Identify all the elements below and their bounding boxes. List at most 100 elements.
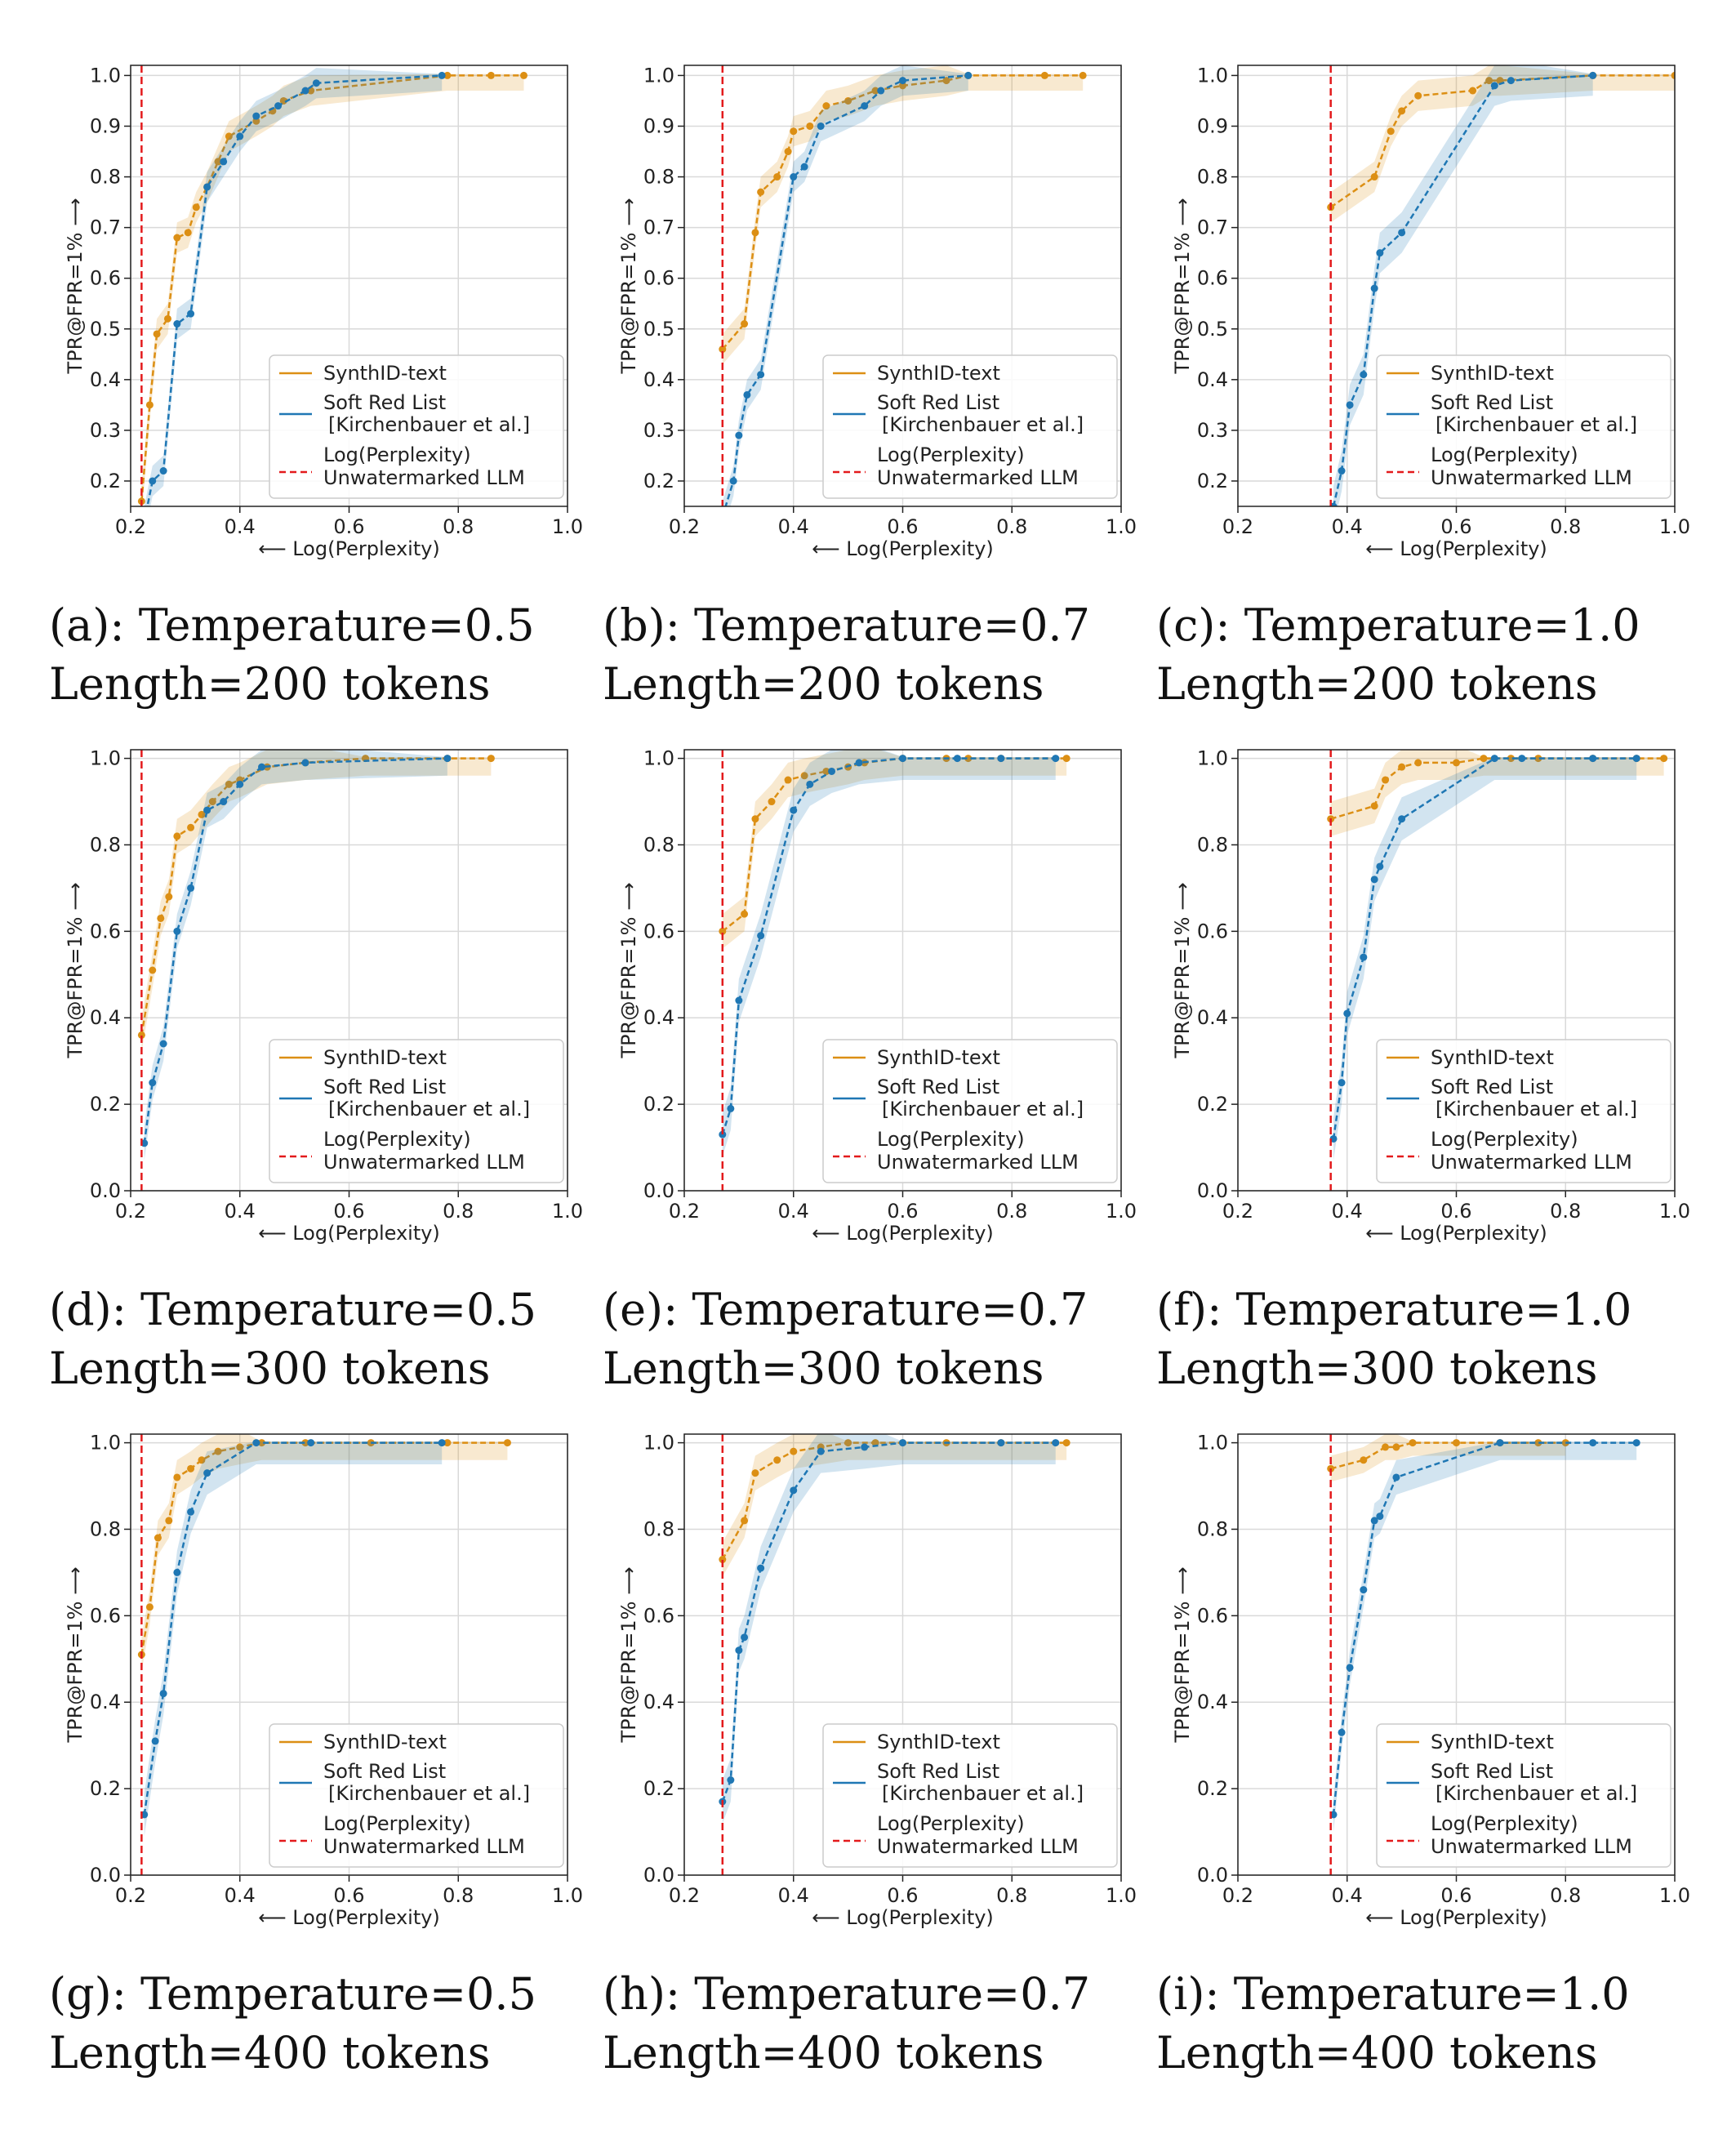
data-point <box>1398 763 1406 771</box>
legend-box <box>1376 1723 1671 1868</box>
data-point <box>1370 173 1378 181</box>
legend-label-softred-1: Soft Red List <box>877 391 999 414</box>
x-tick-label: 0.2 <box>1222 1884 1253 1907</box>
data-point <box>443 71 452 79</box>
data-point <box>149 1079 157 1087</box>
x-tick-label: 0.2 <box>1222 1200 1253 1223</box>
axes-frame <box>683 65 1122 507</box>
y-tick-label: 0.2 <box>90 1777 121 1800</box>
legend-label-baseline-1: Log(Perplexity) <box>877 443 1025 466</box>
y-tick-label: 1.0 <box>1197 747 1228 770</box>
data-point <box>719 927 727 935</box>
data-point <box>1490 82 1498 90</box>
y-tick-label: 0.8 <box>643 166 674 189</box>
data-point <box>184 229 192 237</box>
data-point <box>800 163 808 171</box>
data-point <box>198 1456 206 1464</box>
data-point <box>806 780 814 788</box>
confidence-band-0 <box>1330 1434 1566 1482</box>
data-point <box>154 1534 162 1542</box>
x-tick-label: 0.8 <box>996 515 1027 538</box>
x-tick-label: 0.6 <box>1440 1884 1471 1907</box>
data-point <box>735 1646 743 1655</box>
x-axis-label: ⟵ Log(Perplexity) <box>1365 1222 1547 1245</box>
data-point <box>751 229 759 237</box>
x-tick-label: 0.6 <box>333 515 364 538</box>
data-point <box>828 767 836 775</box>
data-point <box>719 1556 727 1564</box>
data-point <box>1398 107 1406 115</box>
caption-line-1: Length=200 tokens <box>603 658 1044 710</box>
y-tick-label: 0.8 <box>1197 1517 1228 1540</box>
legend-label-baseline-1: Log(Perplexity) <box>877 1812 1025 1835</box>
data-point <box>719 345 727 354</box>
legend-label-softred-1: Soft Red List <box>323 1076 446 1098</box>
x-tick-label: 1.0 <box>552 1884 583 1907</box>
y-tick-label: 1.0 <box>643 747 674 770</box>
data-point <box>1507 77 1515 85</box>
y-tick-label: 1.0 <box>90 1432 121 1455</box>
data-point <box>773 173 781 181</box>
data-point <box>1370 802 1378 810</box>
y-axis-label: TPR@FPR=1% ⟶ <box>64 1567 87 1744</box>
data-point <box>997 755 1005 763</box>
legend-label-softred-1: Soft Red List <box>323 1760 446 1783</box>
data-point <box>800 772 808 780</box>
y-tick-label: 0.6 <box>1197 267 1228 290</box>
series-line-0 <box>721 74 1084 350</box>
plot-area <box>1327 65 1675 506</box>
panel-caption: (g): Temperature=0.5 Length=400 tokens <box>49 1965 536 2083</box>
x-tick-label: 0.2 <box>669 1200 700 1223</box>
y-tick-label: 1.0 <box>90 64 121 87</box>
data-point <box>149 966 157 974</box>
caption-line-0: (a): Temperature=0.5 <box>49 599 535 651</box>
data-point <box>719 1130 727 1138</box>
data-point <box>1632 1439 1640 1447</box>
data-point <box>145 1603 154 1611</box>
data-point <box>301 1439 309 1447</box>
legend-label-softred-2: [Kirchenbauer et al.] <box>882 413 1084 436</box>
x-tick-label: 0.4 <box>1332 1884 1363 1907</box>
x-tick-label: 0.4 <box>225 1884 256 1907</box>
data-point <box>1346 1664 1354 1672</box>
series-line-1 <box>721 757 1056 1135</box>
data-point <box>187 1508 195 1516</box>
legend: SynthID-text Soft Red List[Kirchenbauer e… <box>269 1039 564 1183</box>
y-tick-label: 1.0 <box>90 747 121 770</box>
data-point <box>443 755 452 763</box>
y-tick-label: 0.5 <box>90 318 121 341</box>
caption-line-0: (c): Temperature=1.0 <box>1156 599 1640 651</box>
x-tick-label: 0.6 <box>333 1884 364 1907</box>
data-point <box>757 1564 765 1572</box>
series-line-1 <box>143 757 447 1143</box>
legend-label-synthid: SynthID-text <box>877 1046 1000 1069</box>
y-tick-label: 0.5 <box>643 318 674 341</box>
x-tick-label: 0.4 <box>778 515 809 538</box>
data-point <box>173 320 181 328</box>
y-tick-label: 0.6 <box>1197 1604 1228 1627</box>
chart-svg: 0.2 0.4 0.6 0.8 1.00.00.20.40.60.81.0⟵ Log(P… <box>617 1432 1137 1929</box>
data-point <box>1469 87 1477 95</box>
y-tick-label: 0.6 <box>643 1604 674 1627</box>
panel-caption: (i): Temperature=1.0 Length=400 tokens <box>1156 1965 1630 2083</box>
x-tick-label: 0.8 <box>1550 1884 1581 1907</box>
y-tick-label: 0.6 <box>643 920 674 942</box>
caption-line-1: Length=300 tokens <box>49 1343 491 1394</box>
data-point <box>877 87 885 95</box>
data-point <box>964 71 973 79</box>
plot-area <box>1327 750 1668 1161</box>
plot-area <box>137 68 527 506</box>
data-point <box>871 1439 879 1447</box>
y-tick-label: 0.4 <box>643 368 674 391</box>
data-point <box>899 82 906 90</box>
y-tick-label: 0.2 <box>1197 1093 1228 1116</box>
chart-svg: 0.2 0.4 0.6 0.8 1.00.00.20.40.60.81.0⟵ Log(P… <box>64 747 583 1245</box>
legend-label-baseline-2: Unwatermarked LLM <box>323 466 525 489</box>
legend-label-baseline-1: Log(Perplexity) <box>1431 443 1578 466</box>
data-point <box>198 810 206 818</box>
legend-label-synthid: SynthID-text <box>1431 1046 1554 1069</box>
data-point <box>1496 1439 1504 1447</box>
data-point <box>1338 1728 1346 1736</box>
caption-line-0: (g): Temperature=0.5 <box>49 1968 536 2020</box>
data-point <box>520 71 527 79</box>
